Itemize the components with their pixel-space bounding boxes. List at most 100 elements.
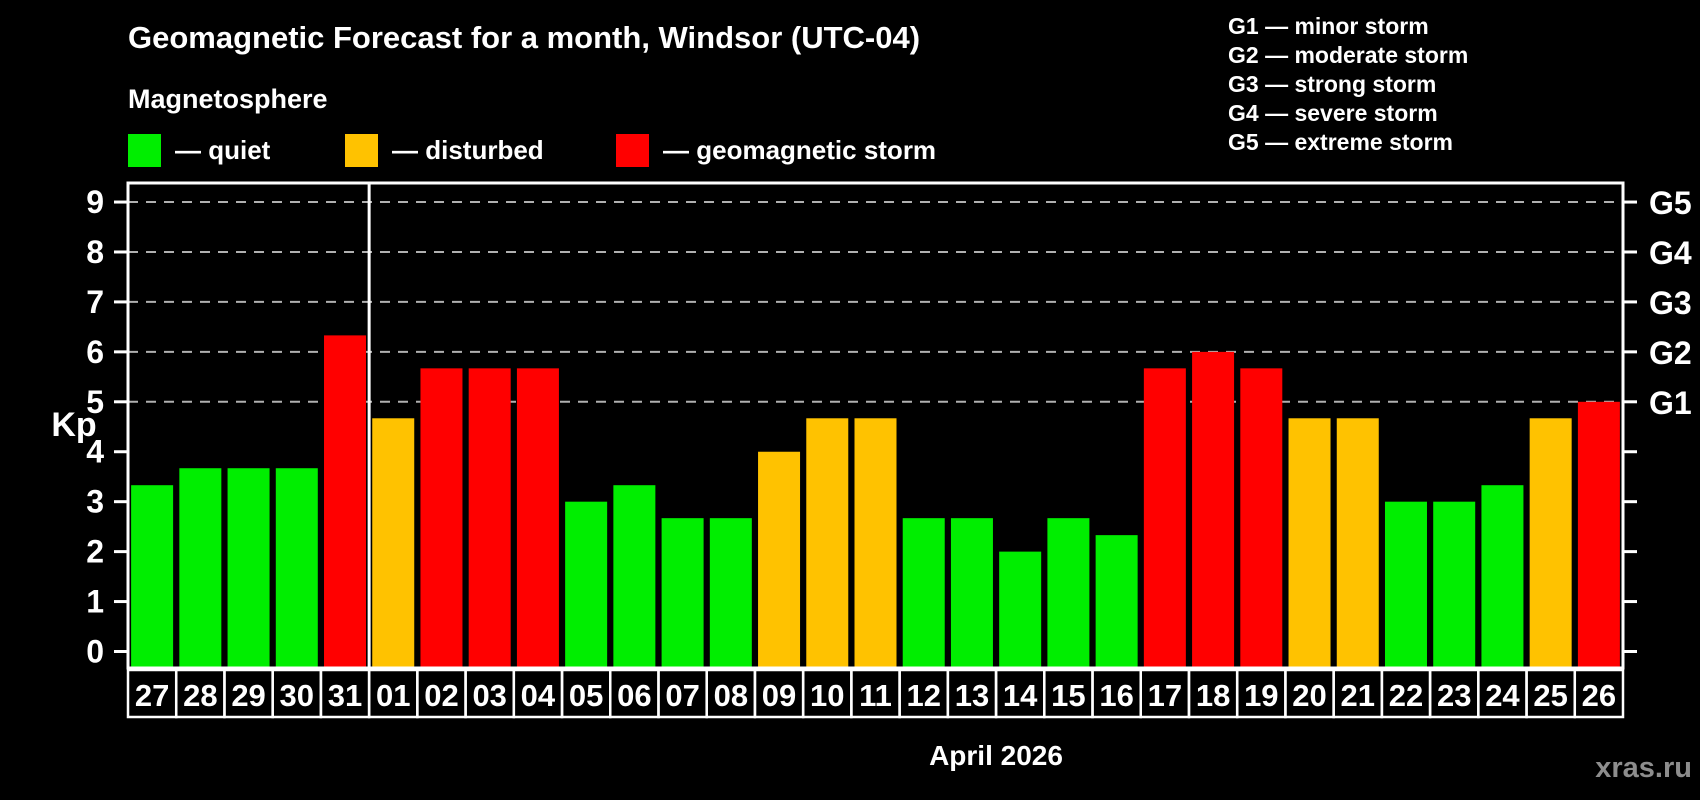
day-label-29: 29 (231, 678, 265, 713)
day-label-30: 30 (280, 678, 314, 713)
kp-bar-day-14 (999, 551, 1042, 668)
g-legend-line: G1 — minor storm (1228, 13, 1429, 39)
kp-bar-day-28 (179, 468, 222, 668)
kp-bar-day-08 (709, 518, 752, 668)
kp-bar-day-18 (1192, 351, 1235, 668)
y-tick-label-7: 7 (86, 284, 104, 320)
watermark: xras.ru (1595, 752, 1692, 784)
plot-frame (126, 181, 1625, 670)
day-label-04: 04 (521, 678, 556, 713)
g-legend-line: G2 — moderate storm (1228, 42, 1469, 68)
g-level-label-G4: G4 (1649, 235, 1692, 271)
kp-bar-day-17 (1143, 368, 1186, 668)
kp-bar-day-20 (1288, 418, 1331, 668)
kp-bar-day-27 (131, 485, 174, 668)
kp-bar-day-31 (324, 335, 367, 668)
day-label-03: 03 (472, 678, 506, 713)
kp-bar-day-07 (661, 518, 704, 668)
day-label-25: 25 (1533, 678, 1567, 713)
kp-bar-day-12 (902, 518, 945, 668)
day-label-24: 24 (1485, 678, 1520, 713)
chart-title: Geomagnetic Forecast for a month, Windso… (128, 20, 921, 55)
kp-bar-day-22 (1384, 501, 1427, 668)
day-label-19: 19 (1244, 678, 1278, 713)
y-tick-label-4: 4 (86, 434, 104, 470)
kp-bar-day-05 (565, 501, 608, 668)
g-level-label-G3: G3 (1649, 285, 1692, 321)
y-axis-label: Kp (51, 406, 97, 444)
y-tick-label-6: 6 (86, 334, 104, 370)
day-label-06: 06 (617, 678, 651, 713)
y-tick-label-3: 3 (86, 484, 104, 520)
kp-bar-day-03 (468, 368, 511, 668)
day-label-23: 23 (1437, 678, 1471, 713)
x-axis-label: April 2026 (929, 740, 1063, 771)
g-legend-line: G3 — strong storm (1228, 71, 1437, 97)
quiet-color-swatch (128, 133, 161, 167)
day-label-20: 20 (1292, 678, 1326, 713)
day-label-27: 27 (135, 678, 169, 713)
kp-bar-day-24 (1481, 485, 1524, 668)
disturbed-color-swatch (345, 133, 378, 167)
kp-bar-day-23 (1433, 501, 1476, 668)
y-tick-label-9: 9 (86, 184, 104, 220)
g-scale-legend: G1 — minor storm G2 — moderate storm G3 — … (1228, 12, 1468, 157)
day-label-31: 31 (328, 678, 362, 713)
legend-item-quiet: — quiet (128, 132, 270, 168)
kp-bar-day-29 (227, 468, 270, 668)
kp-bar-day-01 (372, 418, 415, 668)
kp-bar-day-11 (854, 418, 897, 668)
day-label-11: 11 (859, 678, 892, 713)
storm-color-swatch (616, 133, 649, 167)
kp-bar-day-04 (516, 368, 559, 668)
day-label-21: 21 (1341, 678, 1375, 713)
day-label-08: 08 (714, 678, 748, 713)
kp-bar-day-02 (420, 368, 463, 668)
y-tick-label-1: 1 (86, 584, 104, 620)
kp-bar-day-25 (1529, 418, 1572, 668)
y-tick-label-8: 8 (86, 234, 104, 270)
day-label-02: 02 (424, 678, 458, 713)
day-label-box (1573, 668, 1625, 719)
g-level-label-G5: G5 (1649, 185, 1692, 221)
day-label-15: 15 (1051, 678, 1085, 713)
day-label-09: 09 (762, 678, 796, 713)
day-label-07: 07 (665, 678, 699, 713)
legend-item-disturbed: — disturbed (345, 132, 544, 168)
day-label-22: 22 (1389, 678, 1423, 713)
y-tick-label-0: 0 (86, 634, 104, 670)
magnetosphere-label: Magnetosphere (128, 84, 328, 114)
day-label-14: 14 (1003, 678, 1038, 713)
legend-item-storm: — geomagnetic storm (616, 132, 936, 168)
g-level-label-G2: G2 (1649, 335, 1692, 371)
legend-storm-label: — geomagnetic storm (663, 134, 937, 165)
legend-disturbed-label: — disturbed (392, 134, 544, 165)
g-legend-line: G4 — severe storm (1228, 100, 1438, 126)
kp-bar-day-26 (1577, 401, 1620, 668)
kp-bar-day-10 (806, 418, 849, 668)
day-label-28: 28 (183, 678, 217, 713)
kp-bar-day-09 (758, 451, 801, 668)
kp-bar-day-21 (1336, 418, 1379, 668)
day-label-17: 17 (1148, 678, 1182, 713)
kp-bar-day-16 (1095, 535, 1138, 668)
kp-bar-day-19 (1240, 368, 1283, 668)
day-label-10: 10 (810, 678, 844, 713)
day-label-16: 16 (1099, 678, 1133, 713)
y-tick-label-5: 5 (86, 384, 104, 420)
g-legend-line: G5 — extreme storm (1228, 129, 1453, 155)
day-label-01: 01 (376, 678, 410, 713)
day-label-05: 05 (569, 678, 603, 713)
day-label-13: 13 (955, 678, 989, 713)
kp-bar-day-15 (1047, 518, 1090, 668)
day-label-26: 26 (1582, 678, 1616, 713)
kp-bar-day-30 (275, 468, 318, 668)
day-label-12: 12 (906, 678, 940, 713)
y-tick-label-2: 2 (86, 534, 104, 570)
g-level-label-G1: G1 (1649, 385, 1692, 421)
kp-bar-day-13 (950, 518, 993, 668)
legend-quiet-label: — quiet (175, 134, 271, 165)
day-label-18: 18 (1196, 678, 1230, 713)
kp-bar-day-06 (613, 485, 656, 668)
